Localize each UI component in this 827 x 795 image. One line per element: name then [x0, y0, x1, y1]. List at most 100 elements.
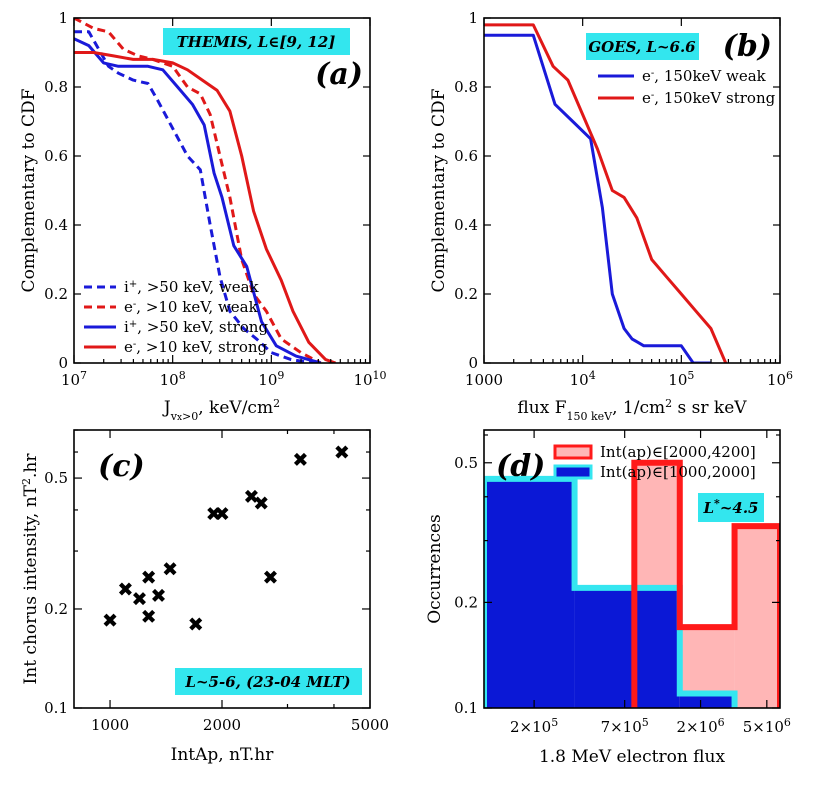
panel-a-xtick-label: 109 [258, 369, 284, 390]
panel-a-ytick-label: 0.2 [44, 285, 68, 303]
panel-a-xlabel-unit: , keV/cm [198, 398, 273, 418]
panel-b-xtick-label: 105 [668, 369, 694, 390]
panel-d-frame [483, 429, 781, 709]
panel-a-legend-text-1: e-, >10 keV, weak [124, 298, 259, 316]
panel-b-series-0 [484, 33, 711, 363]
panel-a-xlabel-sub: v [170, 410, 178, 423]
panel-d-xlabel: 1.8 MeV electron flux [539, 747, 725, 767]
panel-a-frame [73, 17, 371, 364]
panel-b-legend-sup-0: - [651, 68, 654, 79]
panel-a-legend-rest-2: , >50 keV, strong [137, 318, 268, 336]
panel-c-marker-14 [335, 445, 349, 459]
panel-c-ylabel-rest: .hr [21, 453, 41, 478]
panel-d-blue-bar-0 [484, 478, 575, 708]
panel-b-label: (b) [723, 29, 772, 64]
panel-b-xtick-exp: 6 [786, 369, 793, 382]
panel-a-legend-rest-0: , >50 keV, weak [137, 278, 259, 296]
panel-a-ytick-label: 0 [58, 354, 68, 372]
panel-a-xtick-label: 107 [61, 369, 87, 390]
panel-a-legend-sup-2: + [129, 319, 137, 330]
panel-a-legend-text-0: i+, >50 keV, weak [124, 278, 260, 296]
panel-a-legend-sup-1: - [133, 299, 136, 310]
panel-d-blue-outline [484, 475, 738, 708]
panel-b-tag-box [586, 33, 699, 60]
panel-d-blue-bar-1 [574, 587, 680, 708]
panel-d-xtick-label: 7×105 [601, 716, 649, 737]
panel-a-ytick-label: 0.4 [44, 216, 68, 234]
panel-c-ytick-label: 0.2 [44, 600, 68, 618]
panel-b-xlabel-sub: 150 keV [567, 410, 614, 423]
panel-c-ylabel-main: Int chorus intensity, nT [21, 484, 41, 684]
panel-c-marker-9 [215, 507, 229, 521]
panel-a-legend-text-3: e-, >10 keV, strong [124, 338, 268, 356]
panel-d-xtick-label: 2×106 [676, 716, 724, 737]
panel-c-ylabel: Int chorus intensity, nT2.hr [20, 453, 42, 685]
panel-c-marker-0 [103, 613, 117, 627]
panel-a-legend-text-2: i+, >50 keV, strong [124, 318, 268, 336]
panel-d-xtick-label: 5×106 [743, 716, 791, 737]
panel-d-tag-star: * [714, 497, 720, 510]
panel-b-xtick-label: 1000 [465, 371, 503, 389]
panel-c-ytick-label: 0.1 [44, 699, 68, 717]
panel-a-xlabel-sub2: >0 [182, 410, 198, 423]
panel-a-ylabel: Complementary to CDF [19, 88, 39, 292]
panel-d-bars-group [484, 459, 780, 708]
panel-b-ylabel: Complementary to CDF [429, 88, 449, 292]
panel-a-label: (a) [315, 57, 363, 92]
panel-b-xlabel-unit: , 1/cm [612, 398, 665, 418]
panel-b-frame [483, 17, 781, 364]
panel-c-marker-1 [118, 582, 132, 596]
panel-d-legend-swatch-1 [553, 464, 593, 480]
panel-b-xtick-exp: 5 [687, 369, 694, 382]
panel-d-xtick-exp: 6 [718, 716, 725, 729]
panel-c-marker-6 [163, 562, 177, 576]
panel-c-marker-4 [142, 609, 156, 623]
panel-b-legend-text-0: e-, 150keV weak [642, 67, 767, 85]
panel-a-series-2 [74, 37, 322, 363]
panel-a-xtick-exp: 7 [80, 369, 87, 382]
panel-a-ytick-label: 0.8 [44, 78, 68, 96]
panel-a-xtick-label: 1010 [353, 369, 386, 390]
panel-b-ytick-label: 0.2 [454, 285, 478, 303]
panel-a-xtick-exp: 9 [277, 369, 284, 382]
panel-d-tag: L*~4.5 [703, 497, 759, 518]
panel-a-series-3 [74, 51, 336, 363]
panel-b-legend-rest-1: , 150keV strong [654, 89, 775, 107]
panel-d-ytick-label: 0.1 [454, 699, 478, 717]
panel-c-xtick-label: 1000 [91, 716, 129, 734]
panel-b-xtick-exp: 4 [589, 369, 596, 382]
panel-c-marker-2 [133, 592, 146, 606]
panel-b-ytick-label: 1 [468, 9, 478, 27]
panel-a-legend-sup-0: + [129, 279, 137, 290]
panel-b-legend-text-1: e-, 150keV strong [642, 89, 776, 107]
panel-b-ytick-label: 0.4 [454, 216, 478, 234]
panel-c-xtick-label: 5000 [351, 716, 389, 734]
panel-a-xlabel-sq: 2 [273, 397, 280, 410]
panel-a-legend-rest-3: , >10 keV, strong [136, 338, 267, 356]
panel-a-xlabel: Jvx>0, keV/cm2 [162, 397, 280, 424]
panel-c-xtick-label: 2000 [203, 716, 241, 734]
panel-d-ytick-label: 0.2 [454, 593, 478, 611]
panel-b-xlabel-sq: 2 [665, 397, 672, 410]
panel-d-red-outline [631, 459, 780, 708]
panel-b-legend-sup-1: - [651, 90, 654, 101]
panel-b-ytick-label: 0.8 [454, 78, 478, 96]
panel-a-tag-box [163, 28, 350, 55]
panel-d-blue-bar-2 [679, 693, 735, 708]
panel-c-xlabel: IntAp, nT.hr [171, 745, 275, 765]
panel-a-tag: THEMIS, L∈[9, 12] [177, 33, 336, 51]
panel-b-xlabel-main: flux F [517, 398, 566, 418]
panel-c-marker-7 [189, 617, 203, 631]
panel-c-marker-13 [293, 452, 307, 466]
panel-c-marker-10 [244, 489, 258, 503]
panel-a-xtick-exp: 10 [373, 369, 387, 382]
panel-a-xlabel-subsub: x [177, 413, 182, 423]
panel-b-ytick-label: 0.6 [454, 147, 478, 165]
panel-a-xlabel-main: J [162, 398, 171, 418]
panel-c-marker-3 [142, 570, 156, 584]
panel-d-tag-rest: ~4.5 [720, 499, 759, 517]
panel-d-xtick-exp: 5 [551, 716, 558, 729]
panel-b-xlabel: flux F150 keV, 1/cm2 s sr keV [517, 397, 747, 423]
panel-c-tag: L~5-6, (23-04 MLT) [184, 673, 350, 691]
panel-c-tag-box [175, 668, 362, 695]
